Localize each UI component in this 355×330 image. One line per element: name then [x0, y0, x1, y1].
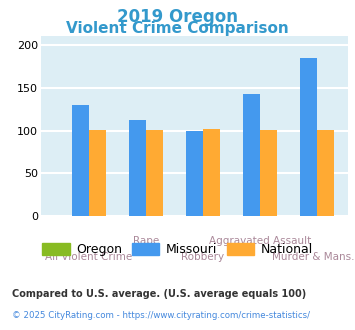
Bar — [243, 94, 260, 216]
Bar — [186, 130, 203, 216]
Text: 2019 Oregon: 2019 Oregon — [117, 8, 238, 26]
Bar — [260, 130, 277, 216]
Bar — [129, 120, 146, 216]
Bar — [300, 58, 317, 216]
Text: Violent Crime Comparison: Violent Crime Comparison — [66, 21, 289, 36]
Bar — [89, 130, 106, 216]
Text: Compared to U.S. average. (U.S. average equals 100): Compared to U.S. average. (U.S. average … — [12, 289, 307, 299]
Text: Robbery: Robbery — [181, 252, 224, 262]
Text: Rape: Rape — [133, 236, 159, 246]
Text: © 2025 CityRating.com - https://www.cityrating.com/crime-statistics/: © 2025 CityRating.com - https://www.city… — [12, 311, 310, 320]
Text: Murder & Mans...: Murder & Mans... — [272, 252, 355, 262]
Text: All Violent Crime: All Violent Crime — [45, 252, 132, 262]
Text: Aggravated Assault: Aggravated Assault — [209, 236, 311, 246]
Bar — [317, 130, 334, 216]
Legend: Oregon, Missouri, National: Oregon, Missouri, National — [37, 238, 318, 261]
Bar — [203, 129, 220, 216]
Bar — [72, 105, 89, 216]
Bar — [146, 130, 163, 216]
